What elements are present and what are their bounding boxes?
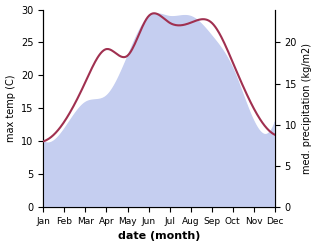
Y-axis label: max temp (C): max temp (C) (5, 75, 16, 142)
X-axis label: date (month): date (month) (118, 231, 200, 242)
Y-axis label: med. precipitation (kg/m2): med. precipitation (kg/m2) (302, 43, 313, 174)
